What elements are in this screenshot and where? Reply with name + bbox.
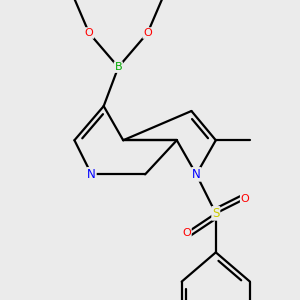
Text: N: N xyxy=(87,168,96,181)
Text: O: O xyxy=(241,194,249,204)
Text: S: S xyxy=(212,207,220,220)
Text: O: O xyxy=(182,228,191,238)
Text: B: B xyxy=(115,62,122,72)
Text: N: N xyxy=(192,168,201,181)
Text: O: O xyxy=(143,28,152,38)
Text: O: O xyxy=(85,28,93,38)
